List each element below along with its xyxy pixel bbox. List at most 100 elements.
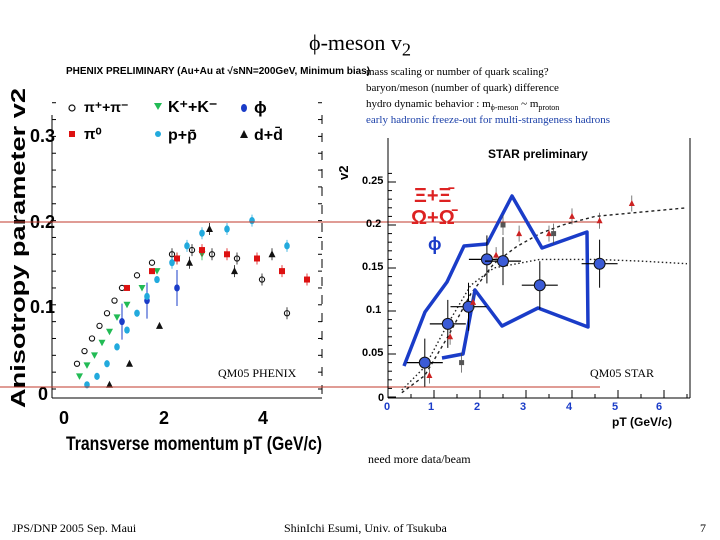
phenix-point-circle	[249, 214, 255, 227]
phenix-point-circle	[144, 282, 150, 319]
footer-conference: JPS/DNP 2005 Sep. Maui	[12, 521, 137, 535]
phenix-ylabel: Anisotropy parameter v2	[8, 88, 30, 408]
phenix-point-square	[304, 273, 310, 286]
need-more-data-note: need more data/beam	[368, 452, 471, 466]
label-qm05-phenix: QM05 PHENIX	[218, 366, 297, 380]
star-point-tri	[493, 247, 500, 264]
phenix-point-square	[149, 268, 155, 275]
star-xtick-4: 4	[566, 401, 573, 413]
star-ylabel: v2	[336, 166, 351, 180]
star-point-tri	[447, 328, 454, 345]
phenix-panel: PHENIX PRELIMINARY (Au+Au at √sNN=200GeV…	[8, 66, 370, 455]
phenix-point-circle	[124, 326, 130, 334]
star-ytick-0.1: 0.1	[366, 304, 381, 316]
phenix-point-triangle-up	[268, 248, 276, 261]
phenix-point-circle	[104, 360, 110, 368]
note-hydro: hydro dynamic behavior : mϕ-meson ~ mpro…	[366, 98, 559, 112]
phenix-xtick-0: 0	[59, 408, 69, 428]
phenix-point-circle	[224, 223, 230, 236]
legend-label-proton: p+p̄	[168, 127, 197, 144]
star-ytick-0.15: 0.15	[362, 261, 383, 273]
phenix-title: PHENIX PRELIMINARY (Au+Au at √sNN=200GeV…	[66, 66, 370, 77]
star-xtick-5: 5	[612, 401, 618, 413]
legend-label-pion: π⁺+π⁻	[84, 99, 128, 115]
legend-marker-deuteron	[240, 130, 248, 138]
phenix-point-square	[174, 252, 180, 265]
star-ytick-0.25: 0.25	[362, 175, 383, 187]
phenix-point-square	[199, 244, 205, 257]
footer-page-number: 7	[700, 521, 706, 535]
phenix-point-open-circle	[81, 347, 88, 355]
legend-label-kaon: K⁺+K⁻	[168, 99, 217, 116]
star-annotation-xi: Ξ+Ξ̄	[414, 185, 454, 207]
phenix-point-open-circle	[148, 259, 156, 266]
star-ytick-0: 0	[378, 392, 384, 404]
slide-title: ϕ-meson v2	[0, 30, 720, 60]
phenix-point-triangle-down	[123, 301, 131, 309]
star-panel: STAR preliminary v2 0.25 0.2 0.15 0.1 0.…	[336, 138, 691, 429]
phenix-point-square	[254, 252, 260, 265]
phenix-point-circle	[94, 372, 100, 380]
star-point-tri	[628, 195, 635, 212]
note-early-freezeout: early hadronic freeze-out for multi-stra…	[366, 114, 611, 126]
phenix-xtick-2: 2	[159, 408, 169, 428]
star-point-phi	[485, 237, 521, 286]
note-hydro-sub1: ϕ-meson	[490, 103, 519, 113]
phenix-point-triangle-down	[153, 268, 161, 275]
note-hydro-mid: ~ m	[518, 98, 539, 110]
phenix-point-open-circle	[133, 272, 141, 279]
star-point-phi	[429, 299, 466, 348]
phenix-data-points	[73, 214, 310, 389]
star-xlabel: pT (GeV/c)	[612, 415, 672, 429]
note-hydro-text: hydro dynamic behavior : m	[366, 98, 491, 110]
phenix-point-triangle-down	[98, 339, 106, 347]
star-point-sq	[551, 223, 557, 244]
star-point-sq	[500, 215, 506, 235]
phenix-point-triangle-up	[231, 265, 238, 278]
phenix-ytick-0: 0	[38, 384, 48, 404]
phenix-point-open-circle	[111, 297, 118, 304]
star-point-phi	[450, 282, 487, 331]
legend-marker-pi0	[69, 131, 75, 137]
legend-marker-proton	[155, 131, 161, 137]
phenix-point-open-circle	[208, 248, 216, 261]
star-theory-curves	[401, 207, 688, 394]
label-qm05-star: QM05 STAR	[590, 366, 655, 380]
phenix-point-open-circle	[283, 307, 291, 320]
legend-label-pi0: π⁰	[84, 126, 102, 143]
phenix-point-open-circle	[233, 252, 241, 265]
title-subscript: 2	[401, 39, 412, 60]
star-annotation-omega: Ω+Ω̄	[411, 207, 458, 229]
phenix-xlabel: Transverse momentum pT (GeV/c)	[66, 434, 322, 455]
star-point-tri	[596, 212, 603, 229]
star-point-tri	[470, 294, 477, 311]
legend-marker-pion	[68, 104, 76, 112]
phenix-point-circle	[144, 292, 150, 300]
phenix-point-square	[224, 248, 230, 261]
phenix-point-triangle-down	[106, 328, 113, 336]
legend-label-deuteron: d+d̄	[254, 125, 283, 144]
star-annotation-phi: ϕ	[428, 234, 442, 254]
star-blue-band-outline	[402, 194, 590, 367]
phenix-point-open-circle	[96, 322, 103, 329]
star-point-phi	[581, 239, 618, 288]
phenix-point-open-circle	[188, 244, 196, 257]
phenix-ytick-0.1: 0.1	[30, 297, 55, 317]
phenix-point-triangle-up	[186, 256, 193, 269]
star-title: STAR preliminary	[488, 147, 588, 161]
phenix-point-circle	[174, 269, 180, 306]
phenix-point-circle	[284, 239, 290, 252]
phenix-xtick-4: 4	[258, 408, 268, 428]
phenix-point-open-circle	[88, 335, 96, 342]
phenix-point-square	[124, 284, 130, 291]
phenix-point-circle	[119, 303, 125, 340]
phenix-point-circle	[154, 275, 160, 284]
phenix-point-triangle-down	[138, 284, 146, 292]
phenix-point-open-circle	[118, 284, 126, 292]
star-ytick-0.05: 0.05	[362, 347, 383, 359]
phenix-ticks	[52, 102, 322, 390]
phenix-point-triangle-down	[76, 373, 83, 380]
star-point-phi	[521, 261, 558, 310]
note-baryon-meson: baryon/meson (number of quark) differenc…	[366, 82, 559, 94]
star-point-phi	[406, 338, 443, 387]
